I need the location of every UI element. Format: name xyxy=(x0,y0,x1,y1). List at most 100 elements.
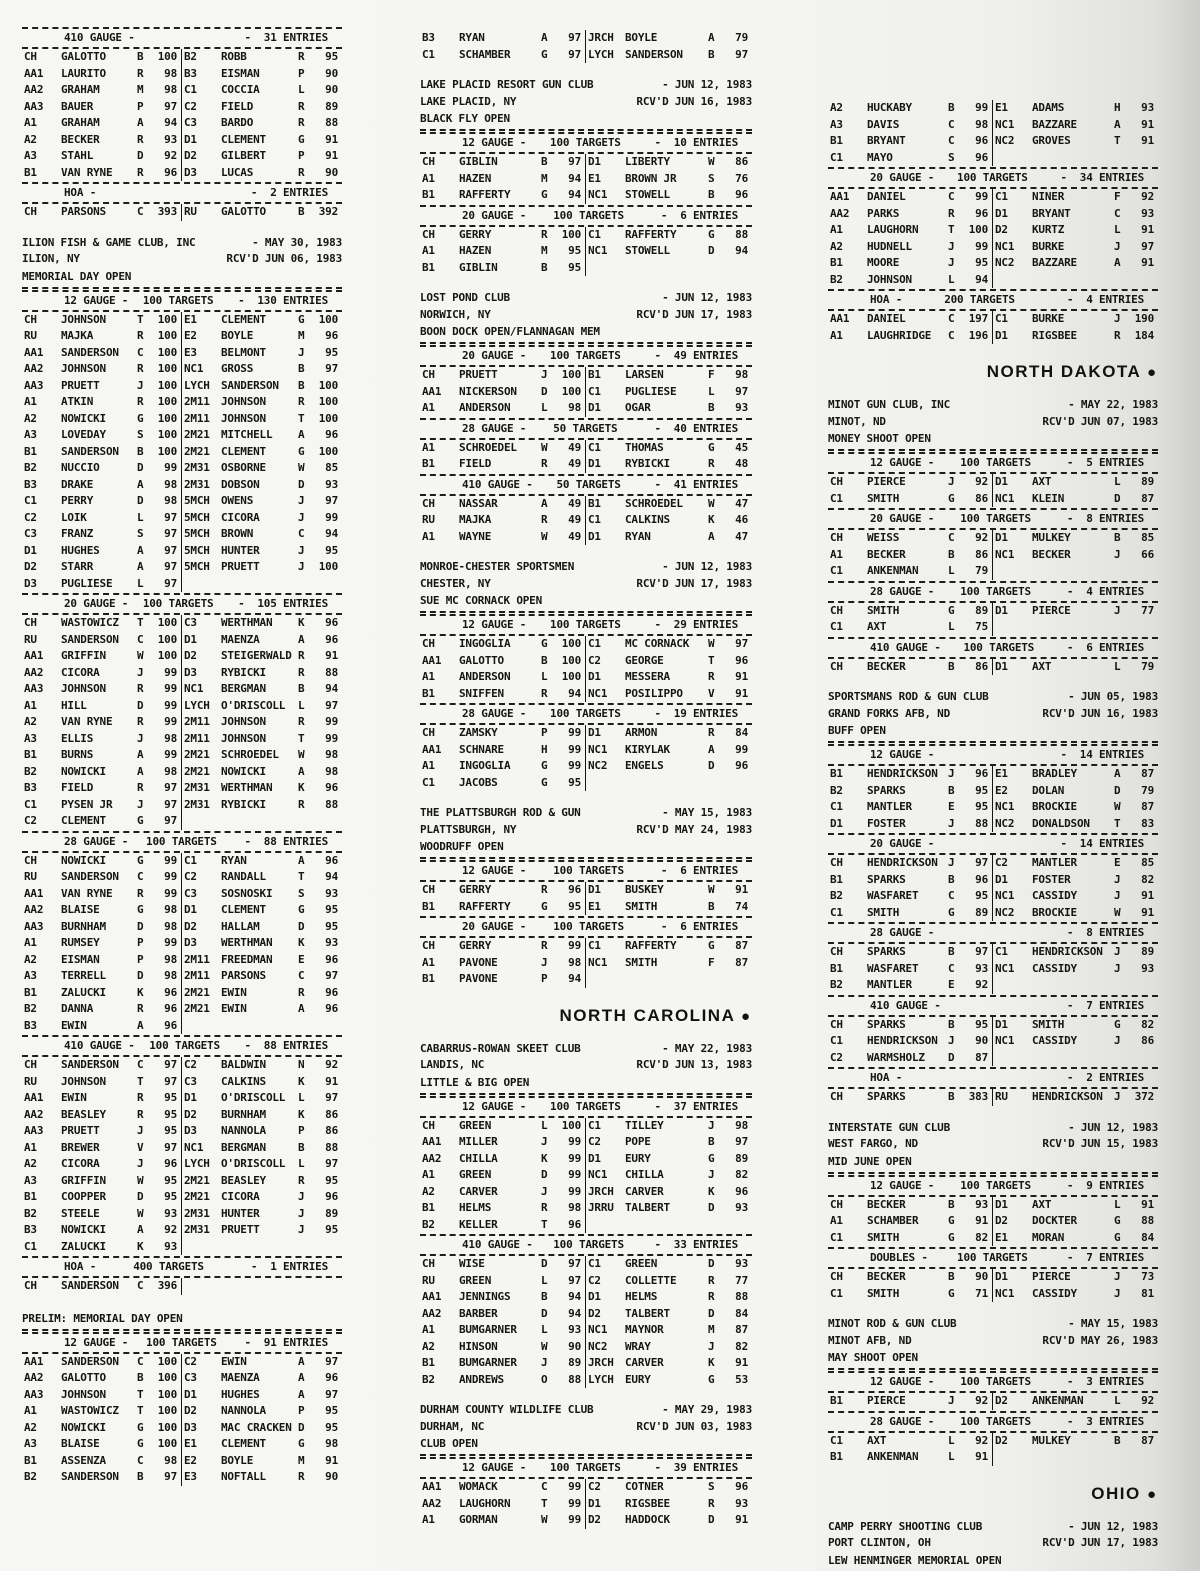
score-cell: 96 xyxy=(325,1190,338,1203)
result-row: CH HENDRICKSON J 97 C2 MANTLER E 85 xyxy=(828,855,1158,872)
section-header: 12 GAUGE -100 TARGETS - 9 ENTRIES xyxy=(828,1174,1158,1197)
name-cell: ELLIS xyxy=(61,731,94,745)
name-cell: JOHNSON xyxy=(221,715,266,728)
initial-cell: L xyxy=(137,510,144,524)
initial-cell: G xyxy=(948,491,955,505)
initial-cell: G xyxy=(298,903,305,916)
row-right-half xyxy=(182,1018,342,1035)
initial-cell: G xyxy=(298,444,305,458)
initial-cell: D xyxy=(137,698,144,712)
score-cell: 92 xyxy=(975,1433,988,1447)
class-cell: D2 xyxy=(184,919,197,933)
score-cell: 100 xyxy=(318,378,338,392)
initial-cell: G xyxy=(948,1214,955,1227)
name-cell: MAENZA xyxy=(221,632,260,646)
initial-cell: G xyxy=(708,227,715,241)
prelim-event-block: PRELIM: MEMORIAL DAY OPEN xyxy=(22,1311,342,1331)
name-cell: NANNOLA xyxy=(221,1124,266,1137)
row-right-half: LYCH SANDERSON B 100 xyxy=(182,378,342,395)
score-cell: 84 xyxy=(735,726,748,739)
result-row: A1 ATKIN R 100 2M11 JOHNSON R 100 xyxy=(22,394,342,411)
initial-cell: B xyxy=(948,659,955,673)
club-header: MINOT ROD & GUN CLUB - MAY 15, 1983 MINOT … xyxy=(828,1316,1158,1370)
initial-cell: J xyxy=(298,345,305,359)
initial-cell: J xyxy=(1114,239,1121,253)
row-left-half: AA1 DANIEL C 99 xyxy=(828,189,993,206)
row-right-half: D1 AXT L 89 xyxy=(993,474,1158,491)
initial-cell: C xyxy=(298,527,305,540)
row-right-half: NC2 BROCKIE W 91 xyxy=(993,905,1158,922)
name-cell: JACOBS xyxy=(459,775,498,789)
event-title: PRELIM: MEMORIAL DAY OPEN xyxy=(22,1311,342,1331)
result-row: AA3 PRUETT J 95 D3 NANNOLA P 86 xyxy=(22,1123,342,1140)
class-cell: AA1 xyxy=(422,1135,442,1148)
score-cell: 99 xyxy=(568,1480,581,1493)
result-row: B1 RAFFERTY G 95 E1 SMITH B 74 xyxy=(420,898,752,915)
class-cell: D1 xyxy=(588,401,601,414)
row-left-half: A1 INGOGLIA G 99 xyxy=(420,758,586,775)
initial-cell: A xyxy=(298,853,305,867)
section-targets-label: 100 TARGETS xyxy=(146,834,217,848)
section-header: 410 GAUGE -100 TARGETS - 6 ENTRIES xyxy=(828,636,1158,659)
score-cell: 93 xyxy=(325,477,338,491)
initial-cell: K xyxy=(708,513,715,526)
class-cell: AA1 xyxy=(24,345,44,359)
class-cell: A1 xyxy=(830,328,843,342)
name-cell: GILBERT xyxy=(221,149,266,162)
name-cell: ANKENMAN xyxy=(1032,1394,1084,1407)
initial-cell: J xyxy=(137,1124,144,1137)
class-cell: A2 xyxy=(24,715,37,728)
result-row: B3 DRAKE A 98 2M31 DOBSON D 93 xyxy=(22,476,342,493)
initial-cell: D xyxy=(1114,783,1121,797)
club-title-line: MINOT ROD & GUN CLUB - MAY 15, 1983 xyxy=(828,1316,1158,1333)
initial-cell: D xyxy=(137,149,144,162)
result-row: B1 MOORE J 95 NC2 BAZZARE A 91 xyxy=(828,255,1158,272)
class-cell: 2M21 xyxy=(184,1190,210,1203)
club-city: GRAND FORKS AFB, ND xyxy=(828,706,951,720)
name-cell: SANDERSON xyxy=(61,1279,119,1292)
name-cell: OWENS xyxy=(221,494,254,507)
row-left-half: CH BECKER B 86 xyxy=(828,658,993,675)
class-cell: AA2 xyxy=(422,1496,442,1510)
score-cell: 93 xyxy=(164,1239,177,1253)
class-cell: B1 xyxy=(24,985,37,999)
class-cell: D1 xyxy=(588,883,601,896)
name-cell: VAN RYNE xyxy=(61,165,113,179)
row-left-half: RU MAJKA R 100 xyxy=(22,328,182,345)
class-cell: C1 xyxy=(588,637,601,650)
result-row: CH SANDERSON C 97 C2 BALDWIN N 92 xyxy=(22,1057,342,1074)
result-row: D2 STARR A 97 5MCH PRUETT J 100 xyxy=(22,559,342,576)
class-cell: A2 xyxy=(24,1420,37,1434)
initial-cell: D xyxy=(708,1201,715,1214)
score-cell: 49 xyxy=(568,513,581,526)
row-right-half: NC1 BERGMAN B 94 xyxy=(182,681,342,698)
initial-cell: R xyxy=(137,1002,144,1015)
class-cell: B3 xyxy=(24,1018,37,1032)
section-entries-label: - 130 ENTRIES xyxy=(238,293,328,307)
name-cell: BROCKIE xyxy=(1032,905,1077,919)
class-cell: D1 xyxy=(995,475,1008,488)
class-cell: B1 xyxy=(24,1190,37,1203)
class-cell: B1 xyxy=(422,457,435,470)
initial-cell: J xyxy=(1114,872,1121,886)
row-right-half: D2 KURTZ L 91 xyxy=(993,222,1158,239)
score-cell: 96 xyxy=(325,1002,338,1015)
row-left-half: B1 SANDERSON B 100 xyxy=(22,443,182,460)
row-right-half: NC2 DONALDSON T 83 xyxy=(993,816,1158,833)
score-cell: 97 xyxy=(975,856,988,869)
initial-cell: L xyxy=(948,564,955,577)
class-cell: LYCH xyxy=(184,698,210,712)
section-entries-label: - 6 ENTRIES xyxy=(660,864,738,877)
row-left-half: A1 HILL D 99 xyxy=(22,697,182,714)
initial-cell: G xyxy=(137,814,144,827)
name-cell: SCHAMBER xyxy=(867,1214,919,1227)
score-cell: 82 xyxy=(735,1339,748,1353)
name-cell: BROWN xyxy=(221,527,254,540)
section-header: 28 GAUGE -50 TARGETS - 40 ENTRIES xyxy=(420,417,752,440)
class-cell: NC1 xyxy=(588,686,608,700)
row-right-half: 2M21 NOWICKI A 98 xyxy=(182,764,342,781)
row-left-half: CH ZAMSKY P 99 xyxy=(420,725,586,742)
class-cell: 2M11 xyxy=(184,969,210,982)
class-cell: CH xyxy=(830,475,843,488)
class-cell: A1 xyxy=(24,116,37,129)
